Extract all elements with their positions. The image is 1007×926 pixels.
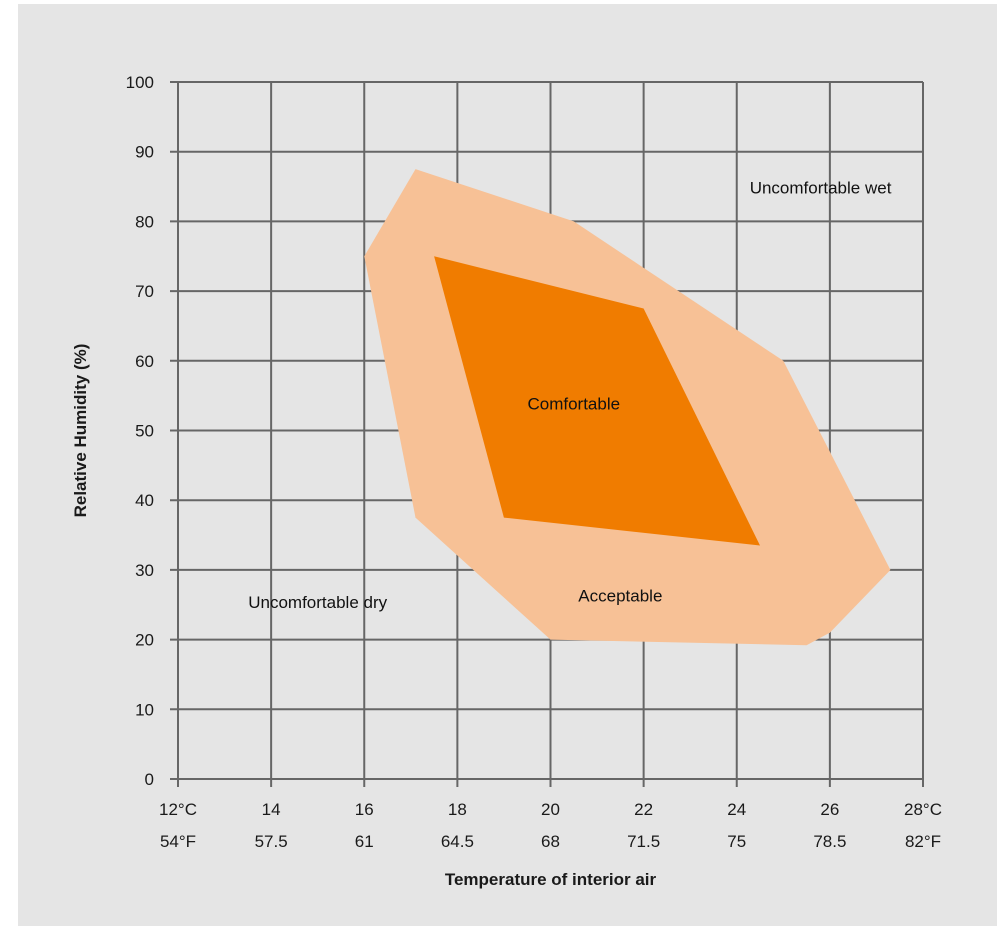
x-tick-label-c: 18 — [448, 800, 467, 819]
x-tick-label-f: 78.5 — [813, 832, 846, 851]
zone-label: Uncomfortable dry — [248, 593, 387, 612]
x-axis-title: Temperature of interior air — [445, 870, 657, 889]
x-tick-label-c: 16 — [355, 800, 374, 819]
y-tick-label: 80 — [135, 212, 154, 231]
x-tick-label-f: 68 — [541, 832, 560, 851]
y-tick-label: 40 — [135, 491, 154, 510]
zone-labels: Uncomfortable wet Comfortable Acceptable Un… — [248, 179, 891, 613]
x-tick-label-c: 28°C — [904, 800, 942, 819]
y-tick-label: 50 — [135, 422, 154, 441]
zone-label: Acceptable — [578, 586, 662, 605]
x-tick-label-c: 12°C — [159, 800, 197, 819]
comfort-zone-chart: 12°C 54°F 14 57.5 16 61 18 64.5 20 68 22 71.5 24 75 26… — [71, 73, 942, 889]
y-tick-label: 100 — [126, 73, 154, 92]
x-tick-label-f: 54°F — [160, 832, 196, 851]
x-tick-label-f: 75 — [727, 832, 746, 851]
x-tick-label-c: 14 — [262, 800, 281, 819]
y-tick-label: 90 — [135, 143, 154, 162]
x-tick-label-f: 71.5 — [627, 832, 660, 851]
x-tick-label-f: 57.5 — [255, 832, 288, 851]
y-tick-label: 0 — [145, 770, 154, 789]
y-tick-label: 20 — [135, 631, 154, 650]
y-tick-labels: 0 10 20 30 40 50 60 70 80 90 100 — [126, 73, 154, 789]
chart-panel: 12°C 54°F 14 57.5 16 61 18 64.5 20 68 22 71.5 24 75 26… — [18, 4, 997, 926]
y-axis-title: Relative Humidity (%) — [71, 344, 90, 518]
x-tick-label-f: 64.5 — [441, 832, 474, 851]
x-tick-label-c: 20 — [541, 800, 560, 819]
x-tick-labels: 12°C 54°F 14 57.5 16 61 18 64.5 20 68 22 71.5 24 75 26… — [159, 800, 942, 851]
zone-label: Comfortable — [527, 395, 620, 414]
y-tick-label: 10 — [135, 700, 154, 719]
x-tick-label-f: 82°F — [905, 832, 941, 851]
y-tick-label: 70 — [135, 282, 154, 301]
y-tick-label: 30 — [135, 561, 154, 580]
zone-areas — [364, 169, 891, 646]
zone-label: Uncomfortable wet — [750, 179, 892, 198]
comfortable-zone — [434, 256, 760, 546]
x-tick-label-f: 61 — [355, 832, 374, 851]
x-tick-label-c: 26 — [820, 800, 839, 819]
x-tick-label-c: 24 — [727, 800, 746, 819]
x-tick-label-c: 22 — [634, 800, 653, 819]
y-tick-label: 60 — [135, 352, 154, 371]
